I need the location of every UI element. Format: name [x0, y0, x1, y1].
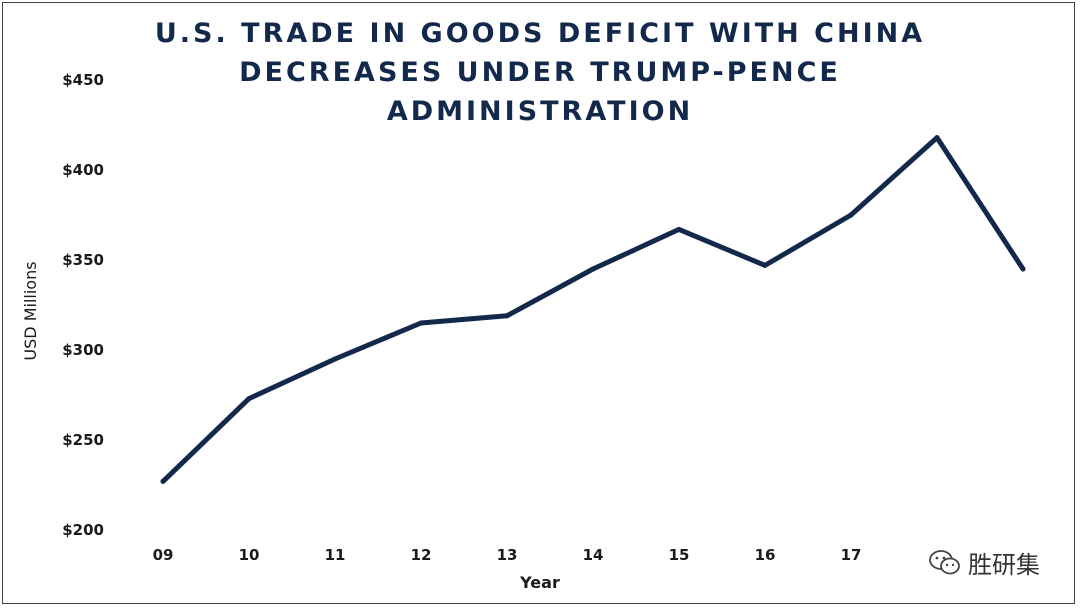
data-point: [332, 356, 338, 362]
data-point: [418, 320, 424, 326]
y-tick-label: $250: [62, 431, 104, 449]
x-axis-label: Year: [519, 573, 560, 592]
series-line: [160, 135, 1026, 484]
data-point: [676, 226, 682, 232]
data-point: [590, 266, 596, 272]
series-group: [160, 135, 1026, 484]
data-point: [762, 262, 768, 268]
x-tick-label: 12: [411, 546, 432, 564]
x-tick-label: 13: [497, 546, 518, 564]
x-tick-label: 10: [239, 546, 260, 564]
x-axis-ticks: 09 10 11 12 13 14 15 16 17: [153, 546, 862, 564]
y-axis-ticks: $200 $250 $300 $350 $400 $450: [62, 71, 104, 539]
data-point: [246, 396, 252, 402]
x-tick-label: 17: [841, 546, 862, 564]
wechat-icon: [929, 549, 960, 574]
data-point: [1020, 266, 1026, 272]
x-tick-label: 11: [325, 546, 346, 564]
data-point: [848, 212, 854, 218]
y-tick-label: $350: [62, 251, 104, 269]
y-axis-label: USD Millions: [21, 261, 40, 360]
data-point: [934, 135, 940, 141]
watermark-text: 胜研集: [968, 551, 1040, 579]
y-tick-label: $200: [62, 521, 104, 539]
line-chart: U.S. TRADE IN GOODS DEFICIT WITH CHINA D…: [21, 18, 1026, 592]
y-tick-label: $400: [62, 161, 104, 179]
y-tick-label: $450: [62, 71, 104, 89]
data-point: [504, 313, 510, 319]
chart-title: U.S. TRADE IN GOODS DEFICIT WITH CHINA D…: [155, 18, 925, 127]
data-point: [160, 478, 166, 484]
x-tick-label: 09: [153, 546, 174, 564]
chart-title-line-3: ADMINISTRATION: [387, 96, 693, 127]
y-tick-label: $300: [62, 341, 104, 359]
x-tick-label: 14: [583, 546, 604, 564]
watermark: 胜研集: [922, 543, 1046, 582]
chart-title-line-1: U.S. TRADE IN GOODS DEFICIT WITH CHINA: [155, 18, 925, 49]
chart-title-line-2: DECREASES UNDER TRUMP-PENCE: [239, 57, 841, 88]
x-tick-label: 15: [669, 546, 690, 564]
x-tick-label: 16: [755, 546, 776, 564]
